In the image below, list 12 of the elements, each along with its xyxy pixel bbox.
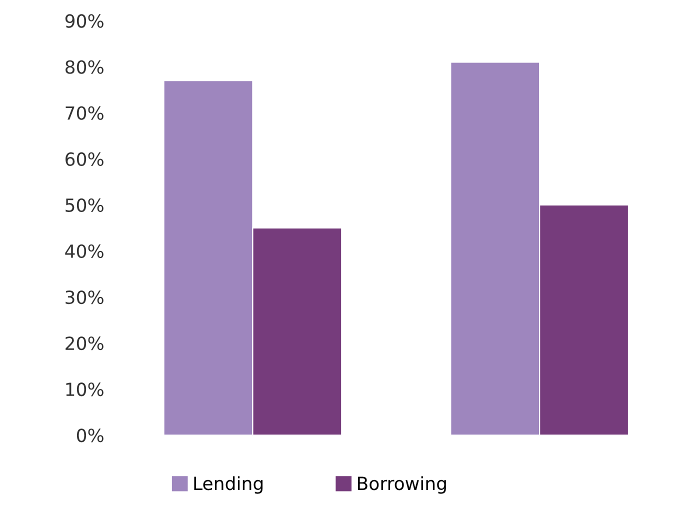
y-tick-label: 30% [66, 290, 104, 304]
legend-label: Borrowing [358, 476, 446, 494]
y-tick-label: 20% [66, 336, 104, 350]
y-tick-label: 0% [76, 428, 104, 442]
y-tick-label: 10% [66, 382, 104, 396]
legend-label: Lending [194, 476, 263, 494]
y-tick-label: 80% [66, 60, 104, 74]
y-tick-label: 70% [66, 106, 104, 120]
y-tick-label: 60% [66, 152, 104, 166]
y-tick-label: 90% [65, 14, 104, 28]
y-tick-label: 40% [65, 244, 104, 258]
y-tick-label: 50% [66, 198, 104, 212]
